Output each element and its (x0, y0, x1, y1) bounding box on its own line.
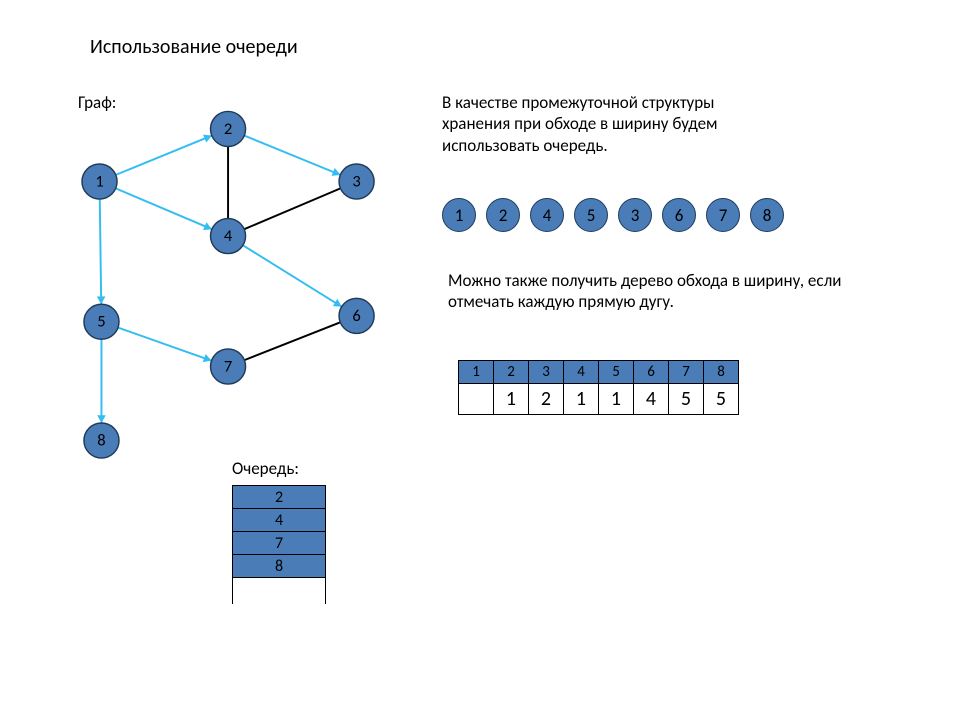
edge-5-7 (118, 328, 212, 361)
graph-node-label: 4 (224, 226, 233, 246)
table-cell: 4 (634, 384, 669, 415)
queue-cell: 7 (233, 532, 326, 555)
table-cell: 2 (529, 384, 564, 415)
table-header-cell: 3 (529, 361, 564, 384)
table-cell (459, 384, 494, 415)
edge-1-5 (100, 199, 101, 304)
edge-1-2 (116, 136, 212, 175)
arrowhead-icon (97, 415, 106, 423)
graph-node-label: 1 (95, 172, 103, 192)
bfs-node: 2 (486, 198, 520, 232)
bfs-node: 6 (662, 198, 696, 232)
queue-cell: 2 (233, 486, 326, 509)
table-cell: 1 (564, 384, 599, 415)
page-title: Использование очереди (90, 35, 298, 59)
edge-4-3 (244, 188, 340, 229)
bfs-node: 3 (618, 198, 652, 232)
table-cell: 5 (669, 384, 704, 415)
arrowhead-icon (97, 296, 106, 304)
queue-cell: 4 (233, 509, 326, 532)
table-header-cell: 6 (634, 361, 669, 384)
graph-node-label: 7 (224, 357, 232, 377)
table-header-cell: 7 (669, 361, 704, 384)
edge-1-4 (116, 188, 212, 229)
queue-cell: 8 (233, 555, 326, 578)
table-header-cell: 4 (564, 361, 599, 384)
bfs-node: 1 (442, 198, 476, 232)
queue-table: 2478 (232, 485, 326, 604)
graph-node-label: 3 (352, 172, 360, 192)
edge-4-6 (243, 245, 342, 306)
graph-node-label: 5 (97, 312, 105, 332)
table-header-cell: 8 (704, 361, 739, 384)
description-1: В качестве промежуточной структуры хране… (442, 92, 762, 156)
table-cell: 5 (704, 384, 739, 415)
description-2: Можно также получить дерево обхода в шир… (448, 270, 878, 313)
bfs-sequence: 12453678 (442, 198, 784, 232)
queue-wrap: 2478 (232, 485, 326, 604)
table-header-cell: 5 (599, 361, 634, 384)
graph-node-label: 8 (97, 431, 105, 451)
bfs-node: 4 (530, 198, 564, 232)
bfs-node: 8 (750, 198, 784, 232)
edge-7-6 (244, 322, 340, 360)
parent-table: 123456781211455 (458, 360, 739, 415)
queue-label: Очередь: (232, 458, 299, 479)
bfs-node: 7 (706, 198, 740, 232)
table-header-cell: 2 (494, 361, 529, 384)
graph-node-label: 6 (352, 306, 360, 326)
bfs-node: 5 (574, 198, 608, 232)
graph-node-label: 2 (224, 119, 232, 139)
parent-table-wrap: 123456781211455 (458, 360, 739, 415)
table-header-cell: 1 (459, 361, 494, 384)
graph-diagram: 1 2 3 4 5 6 7 8 (60, 90, 400, 460)
queue-cell (233, 578, 326, 605)
table-cell: 1 (494, 384, 529, 415)
page: Использование очереди Граф: В качестве п… (0, 0, 960, 720)
table-cell: 1 (599, 384, 634, 415)
edge-2-3 (244, 136, 340, 175)
